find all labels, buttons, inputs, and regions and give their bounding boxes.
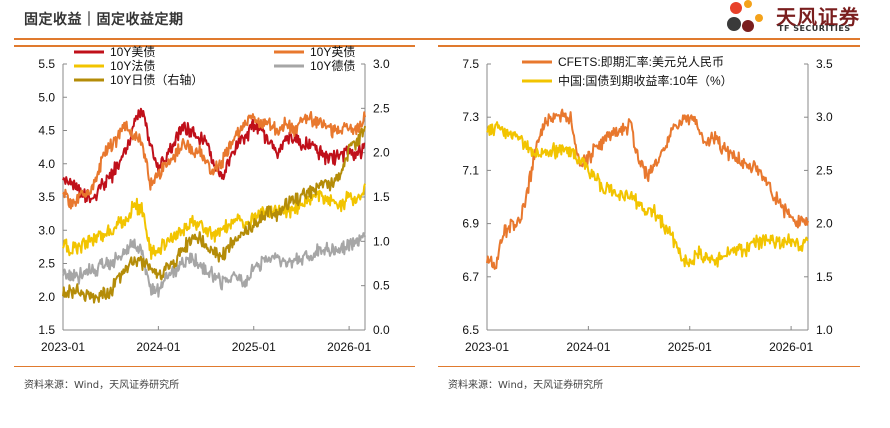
left-panel-bottom-rule <box>14 366 415 367</box>
left-y-tick-label: 6.9 <box>462 217 479 231</box>
left-y-tick-label: 5.0 <box>38 90 55 104</box>
left-panel-top-rule <box>14 45 415 47</box>
left-y-tick-label: 6.7 <box>462 270 479 284</box>
left-y-tick-label: 6.5 <box>462 323 479 337</box>
bond-yield-chart: 1.5 2.0 2.5 3.0 3.5 4.0 4.5 5.0 5.5 0.0 0.5 1.0 1.5 2… <box>38 45 390 354</box>
legend-label: CFETS:即期汇率:美元兑人民币 <box>558 54 724 69</box>
right-y-tick-label: 2.0 <box>816 217 833 231</box>
right-y-tick-label: 1.5 <box>373 190 390 204</box>
page-title: 固定收益｜固定收益定期 <box>24 12 184 28</box>
x-tick-label: 2025-01 <box>668 340 712 354</box>
logo-subtitle: TF SECURITIES <box>778 24 851 33</box>
company-logo: 天风证券 TF SECURITIES <box>726 0 866 36</box>
header-rule <box>14 38 860 40</box>
left-y-tick-label: 2.0 <box>38 290 55 304</box>
legend-label: 10Y德债 <box>310 58 355 73</box>
x-tick-label: 2023-01 <box>41 340 85 354</box>
legend-label: 10Y法债 <box>110 59 155 73</box>
left-source-note: 资料来源：Wind，天风证券研究所 <box>24 380 180 391</box>
legend-label: 中国:国债到期收益率:10年（%） <box>558 73 733 88</box>
right-source-note: 资料来源：Wind，天风证券研究所 <box>448 380 604 391</box>
left-y-tick-label: 5.5 <box>38 57 55 71</box>
left-y-tick-label: 7.3 <box>462 110 479 124</box>
left-y-tick-label: 4.0 <box>38 157 55 171</box>
right-y-tick-label: 2.0 <box>373 146 390 160</box>
left-y-tick-label: 3.5 <box>38 190 55 204</box>
logo-name: 天风证券 <box>776 5 860 29</box>
right-y-tick-label: 2.5 <box>816 163 833 177</box>
left-y-tick-label: 1.5 <box>38 323 55 337</box>
series-line-0-4 <box>62 125 366 304</box>
series-line-1-1 <box>486 121 809 268</box>
legend-label: 10Y英债 <box>310 45 355 59</box>
right-y-tick-label: 2.5 <box>373 101 390 115</box>
x-tick-label: 2026-01 <box>327 340 371 354</box>
left-y-tick-label: 7.5 <box>462 57 479 71</box>
right-panel-top-rule <box>438 45 860 47</box>
left-y-tick-label: 3.0 <box>38 223 55 237</box>
x-tick-label: 2026-01 <box>769 340 813 354</box>
right-y-tick-label: 3.0 <box>816 110 833 124</box>
x-tick-label: 2024-01 <box>136 340 180 354</box>
left-y-tick-label: 4.5 <box>38 124 55 138</box>
x-tick-label: 2025-01 <box>232 340 276 354</box>
legend-label: 10Y美债 <box>110 45 155 59</box>
series-line-0-0 <box>62 107 366 204</box>
right-y-tick-label: 3.0 <box>373 57 390 71</box>
right-y-tick-label: 3.5 <box>816 57 833 71</box>
right-y-tick-label: 1.5 <box>816 270 833 284</box>
logo-mark-icon <box>727 0 763 32</box>
right-y-tick-label: 0.5 <box>373 279 390 293</box>
x-tick-label: 2024-01 <box>566 340 610 354</box>
left-y-tick-label: 2.5 <box>38 257 55 271</box>
right-y-tick-label: 1.0 <box>816 323 833 337</box>
legend-label: 10Y日债（右轴） <box>110 72 203 87</box>
x-tick-label: 2023-01 <box>465 340 509 354</box>
right-panel-bottom-rule <box>438 366 860 367</box>
fx-cgb-chart: 6.5 6.7 6.9 7.1 7.3 7.5 1.0 1.5 2.0 2.5 3.0 3.5 2023… <box>462 54 833 354</box>
series-line-0-1 <box>62 111 366 210</box>
series-line-0-3 <box>62 232 366 298</box>
series-line-0-2 <box>62 183 366 260</box>
series-line-1-0 <box>486 108 809 270</box>
left-y-tick-label: 7.1 <box>462 163 479 177</box>
right-y-tick-label: 1.0 <box>373 234 390 248</box>
right-y-tick-label: 0.0 <box>373 323 390 337</box>
